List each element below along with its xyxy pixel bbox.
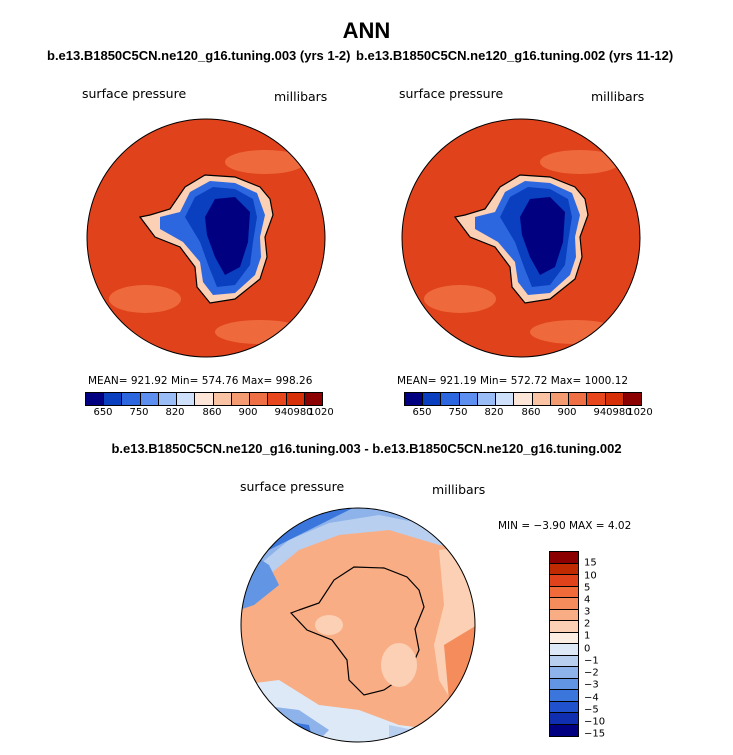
tick-label: 980 bbox=[612, 407, 632, 418]
tick-label: 3 bbox=[584, 606, 591, 618]
tick-label: 980 bbox=[293, 407, 313, 418]
left-stats: MEAN= 921.92 Min= 574.76 Max= 998.26 bbox=[88, 375, 313, 387]
right-units-label: millibars bbox=[591, 89, 645, 104]
tick-label: 1020 bbox=[308, 407, 334, 418]
tick-label: −15 bbox=[584, 728, 606, 740]
tick-label: −10 bbox=[584, 716, 606, 728]
negative-region bbox=[389, 725, 439, 742]
ocean-anomaly-patch bbox=[540, 150, 620, 174]
tick-label: 820 bbox=[484, 407, 504, 418]
tick-label: 0 bbox=[584, 643, 591, 655]
ocean-anomaly-patch bbox=[215, 320, 305, 344]
tick-label: 15 bbox=[584, 557, 597, 569]
tick-label: 650 bbox=[93, 407, 113, 418]
left-plot-title: b.e13.B1850C5CN.ne120_g16.tuning.003 (yr… bbox=[47, 48, 351, 63]
right-colorbar-ticks: 650 750 820 860 900 940 980 1020 bbox=[404, 407, 652, 421]
tick-label: 860 bbox=[521, 407, 541, 418]
left-colorbar bbox=[85, 392, 323, 406]
map-boundary bbox=[240, 507, 476, 743]
map-boundary bbox=[401, 118, 641, 358]
left-variable-label: surface pressure bbox=[82, 86, 187, 101]
right-variable-label: surface pressure bbox=[399, 86, 504, 101]
tick-label: −2 bbox=[584, 667, 599, 679]
tick-label: 940 bbox=[274, 407, 294, 418]
contour-level-650 bbox=[205, 197, 250, 275]
tick-label: −4 bbox=[584, 692, 599, 704]
tick-label: 900 bbox=[557, 407, 577, 418]
positive-region bbox=[315, 615, 343, 635]
antarctic-coastline bbox=[453, 174, 589, 304]
contour-level-650 bbox=[520, 197, 565, 275]
map-boundary bbox=[86, 118, 326, 358]
tick-label: −3 bbox=[584, 679, 599, 691]
tick-label: 10 bbox=[584, 570, 597, 582]
tick-label: 650 bbox=[412, 407, 432, 418]
ocean-anomaly-patch bbox=[530, 320, 620, 344]
tick-label: 5 bbox=[584, 582, 591, 594]
ocean-anomaly-patch bbox=[424, 285, 496, 313]
tick-label: 1 bbox=[584, 630, 591, 642]
left-polar-map bbox=[86, 118, 326, 358]
page-title: ANN bbox=[342, 18, 391, 43]
difference-polar-map bbox=[240, 507, 476, 743]
tick-label: 750 bbox=[129, 407, 149, 418]
tick-label: 820 bbox=[165, 407, 185, 418]
tick-label: 940 bbox=[593, 407, 613, 418]
diff-colorbar bbox=[549, 551, 579, 737]
left-units-label: millibars bbox=[274, 89, 328, 104]
ocean-anomaly-patch bbox=[109, 285, 181, 313]
tick-label: 2 bbox=[584, 618, 591, 630]
ocean-anomaly-patch bbox=[225, 150, 305, 174]
right-stats: MEAN= 921.19 Min= 572.72 Max= 1000.12 bbox=[397, 375, 629, 387]
right-colorbar bbox=[404, 392, 642, 406]
diff-units-label: millibars bbox=[432, 482, 486, 497]
diff-stats: MIN = −3.90 MAX = 4.02 bbox=[498, 520, 632, 532]
tick-label: −1 bbox=[584, 655, 599, 667]
diff-variable-label: surface pressure bbox=[240, 479, 345, 494]
tick-label: 1020 bbox=[627, 407, 653, 418]
antarctic-coastline bbox=[138, 174, 274, 304]
tick-label: 900 bbox=[238, 407, 258, 418]
positive-region bbox=[381, 643, 417, 687]
difference-plot-title: b.e13.B1850C5CN.ne120_g16.tuning.003 - b… bbox=[111, 441, 622, 456]
left-colorbar-ticks: 650 750 820 860 900 940 980 1020 bbox=[85, 407, 333, 421]
right-plot-title: b.e13.B1850C5CN.ne120_g16.tuning.002 (yr… bbox=[356, 48, 674, 63]
tick-label: −5 bbox=[584, 704, 599, 716]
right-polar-map bbox=[401, 118, 641, 358]
tick-label: 860 bbox=[202, 407, 222, 418]
tick-label: 4 bbox=[584, 594, 591, 606]
tick-label: 750 bbox=[448, 407, 468, 418]
